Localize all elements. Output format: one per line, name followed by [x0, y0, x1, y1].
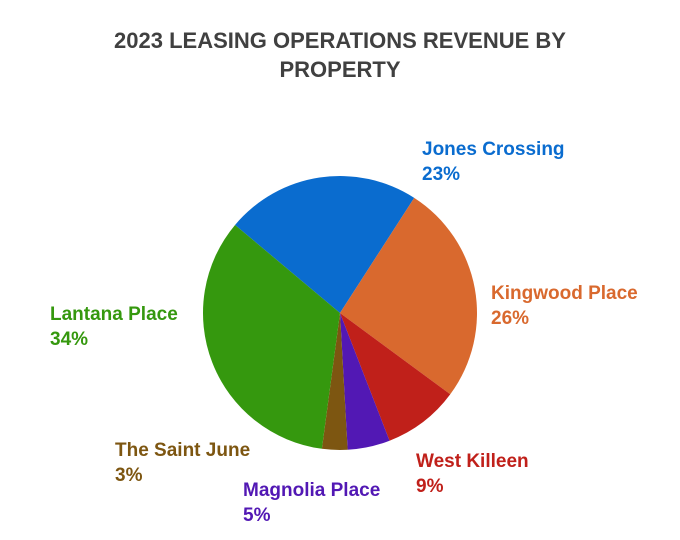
- slice-label-jones-crossing: Jones Crossing: [422, 139, 565, 160]
- slice-value-kingwood-place: 26%: [491, 308, 529, 329]
- slice-label-magnolia-place: Magnolia Place: [243, 480, 380, 501]
- pie-slice-west-killeen: [340, 313, 451, 441]
- slice-label-kingwood-place: Kingwood Place: [491, 283, 638, 304]
- pie-slices: [202, 176, 478, 451]
- slice-value-the-saint-june: 3%: [115, 465, 143, 486]
- pie-slice-magnolia-place: [340, 313, 390, 450]
- pie-slice-the-saint-june: [321, 313, 348, 451]
- chart-title: 2023 LEASING OPERATIONS REVENUE BY PROPE…: [114, 28, 566, 82]
- slice-value-west-killeen: 9%: [416, 476, 444, 497]
- pie-slice-jones-crossing: [235, 176, 415, 313]
- slice-value-lantana-place: 34%: [50, 329, 88, 350]
- pie-slice-lantana-place: [202, 224, 340, 449]
- pie-slice-kingwood-place: [340, 197, 478, 395]
- slice-label-west-killeen: West Killeen: [416, 451, 529, 472]
- slice-value-jones-crossing: 23%: [422, 164, 460, 185]
- slice-label-lantana-place: Lantana Place: [50, 304, 178, 325]
- chart-title-line-1: 2023 LEASING OPERATIONS REVENUE BY: [114, 28, 566, 53]
- chart-title-line-2: PROPERTY: [279, 57, 400, 82]
- slice-value-magnolia-place: 5%: [243, 505, 271, 526]
- slice-label-the-saint-june: The Saint June: [115, 440, 250, 461]
- pie-labels: Jones Crossing 23% Kingwood Place 26% West K…: [50, 139, 638, 526]
